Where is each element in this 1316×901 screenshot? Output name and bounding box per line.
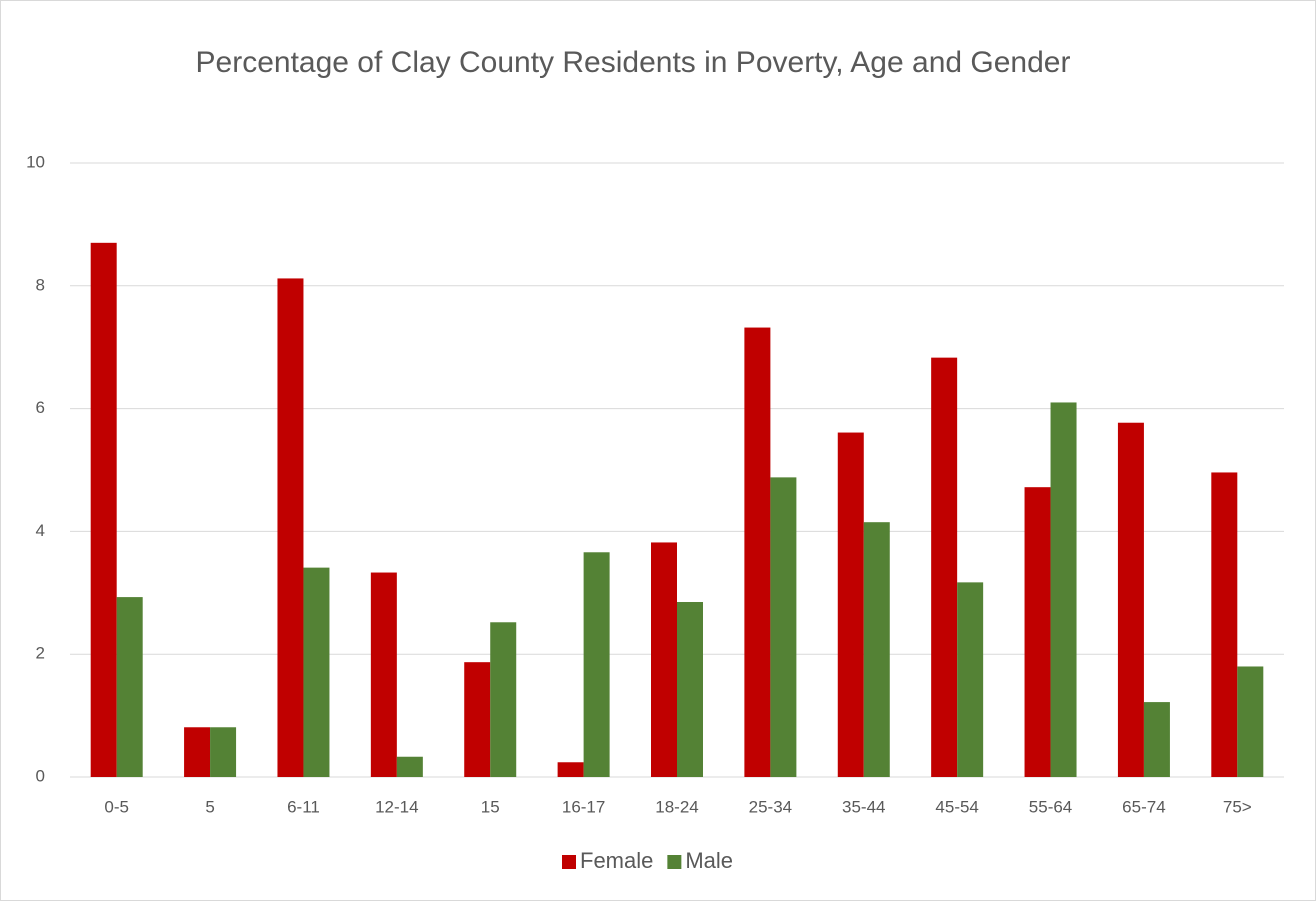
legend-label: Female	[580, 848, 653, 873]
x-tick-label: 15	[481, 797, 500, 816]
bar	[116, 597, 143, 777]
x-tick-label: 75>	[1223, 797, 1252, 816]
bar	[957, 582, 984, 777]
bar	[583, 552, 610, 777]
bar	[744, 327, 771, 777]
y-tick-label: 4	[36, 521, 45, 540]
y-tick-label: 2	[36, 644, 45, 663]
bar	[557, 762, 584, 777]
bar	[1024, 487, 1051, 777]
bar	[677, 602, 703, 777]
bar	[464, 662, 491, 777]
chart-title: Percentage of Clay County Residents in P…	[196, 46, 1071, 79]
x-tick-label: 16-17	[562, 797, 605, 816]
x-tick-label: 12-14	[375, 797, 418, 816]
x-tick-label: 5	[205, 797, 214, 816]
y-tick-label: 6	[36, 398, 45, 417]
bar	[90, 242, 117, 777]
bar	[931, 357, 958, 777]
bar	[277, 278, 304, 777]
x-tick-label: 65-74	[1122, 797, 1165, 816]
x-tick-label: 35-44	[842, 797, 885, 816]
x-tick-label: 6-11	[287, 797, 320, 816]
legend-label: Male	[685, 848, 733, 873]
bar	[184, 727, 211, 777]
x-tick-label: 25-34	[749, 797, 792, 816]
legend-swatch	[667, 855, 682, 869]
bar	[1237, 666, 1264, 777]
bar	[837, 432, 864, 777]
bar	[303, 567, 330, 777]
y-tick-label: 10	[26, 152, 45, 171]
bar	[770, 477, 797, 777]
bar	[370, 572, 397, 777]
x-tick-label: 55-64	[1029, 797, 1072, 816]
bar	[396, 756, 423, 777]
bar	[210, 727, 237, 777]
bar	[1117, 422, 1144, 777]
bar	[490, 622, 517, 777]
y-tick-label: 8	[36, 275, 45, 294]
bar	[1143, 702, 1170, 777]
bar	[863, 522, 890, 777]
bar	[651, 542, 677, 777]
legend-swatch	[562, 855, 576, 869]
bar	[1050, 402, 1077, 777]
y-tick-label: 0	[36, 766, 45, 785]
x-tick-label: 0-5	[104, 797, 129, 816]
x-tick-label: 18-24	[655, 797, 698, 816]
bar	[1211, 472, 1238, 777]
x-tick-label: 45-54	[935, 797, 978, 816]
